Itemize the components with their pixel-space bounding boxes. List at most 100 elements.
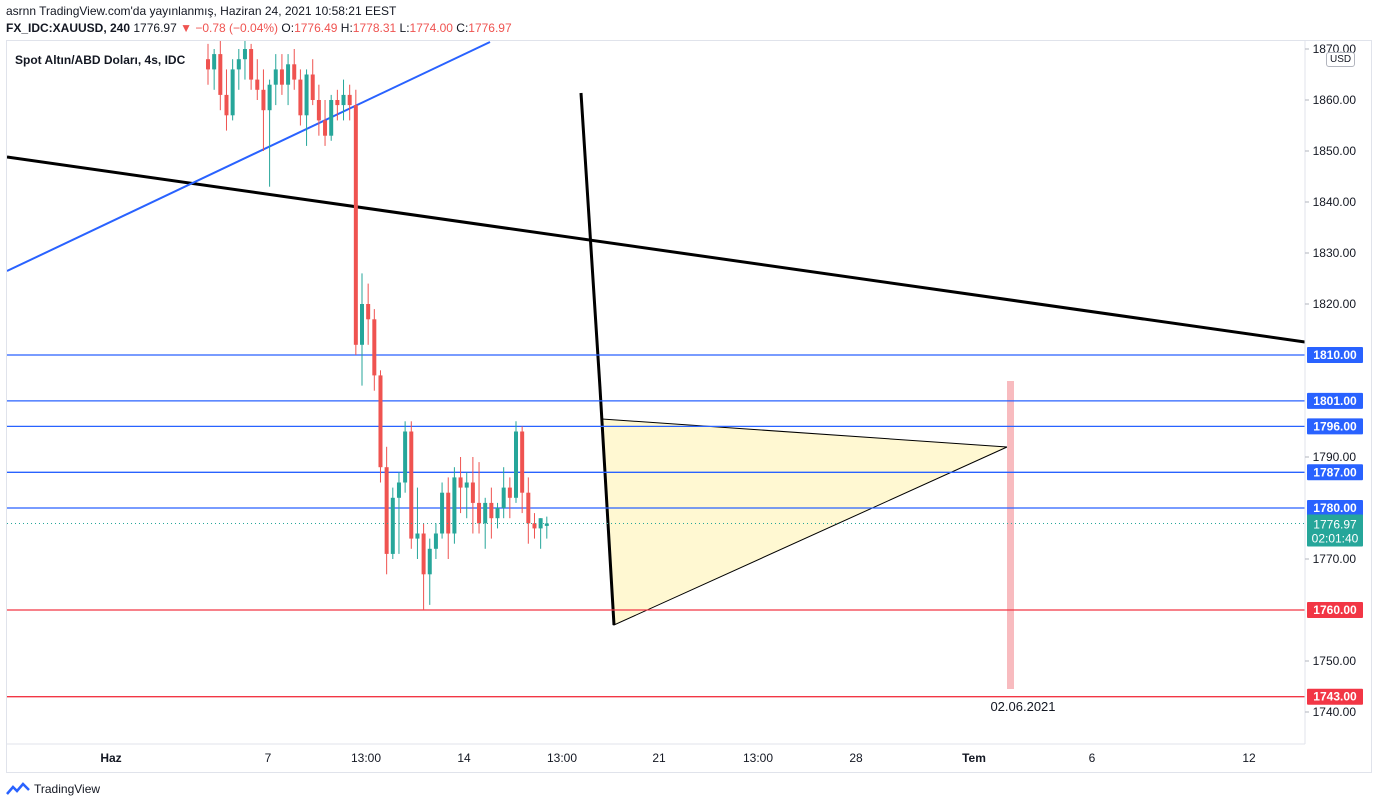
candle-body (501, 487, 506, 508)
plot-area (7, 41, 1305, 698)
close-label: C: (456, 21, 469, 35)
candle (520, 426, 525, 514)
candle-body (427, 548, 432, 575)
level-price-label: 1760.00 (1313, 603, 1357, 617)
candle-body (242, 49, 247, 60)
x-tick-label: 13:00 (743, 751, 773, 765)
candle-body (470, 482, 475, 503)
level-price-badge (1307, 392, 1363, 409)
candle (433, 523, 438, 559)
chart-legend-title[interactable]: Spot Altın/ABD Doları, 4s, IDC (15, 53, 186, 67)
candle-body (353, 105, 358, 345)
level-price-label: 1743.00 (1313, 690, 1357, 704)
candle (279, 54, 284, 95)
candle (403, 421, 408, 493)
candle (273, 54, 278, 106)
candle-body (267, 84, 272, 111)
candle (483, 497, 488, 549)
candle-body (495, 508, 500, 519)
candle-body (446, 492, 451, 534)
candle (261, 69, 266, 151)
y-tick-label: 1840.00 (1313, 195, 1357, 209)
level-price-label: 1796.00 (1313, 419, 1357, 433)
x-tick-label: 12 (1242, 751, 1256, 765)
candle (440, 482, 445, 539)
candle-body (396, 482, 401, 498)
candle-body (273, 69, 278, 85)
triangle-pattern (601, 418, 1008, 626)
candle-body (286, 64, 291, 85)
high-label: H: (340, 21, 353, 35)
candle (304, 69, 309, 146)
low-label: L: (399, 21, 410, 35)
y-tick-label: 1820.00 (1313, 297, 1357, 311)
candle-body (212, 54, 217, 70)
candle (378, 370, 383, 483)
candle-body (526, 492, 531, 524)
candle-body (236, 59, 241, 70)
publish-info: asrnn TradingView.com'da yayınlanmış, Ha… (6, 4, 397, 18)
y-tick-label: 1850.00 (1313, 144, 1357, 158)
candle-body (329, 100, 334, 136)
candle-body (421, 533, 426, 575)
date-annotation: 02.06.2021 (990, 699, 1055, 714)
y-tick-label: 1750.00 (1313, 654, 1357, 668)
footer-brand[interactable]: TradingView (34, 782, 101, 796)
chart-frame[interactable] (6, 40, 1372, 773)
countdown-label: 02:01:40 (1312, 531, 1359, 545)
last-price: 1776.97 (133, 21, 177, 35)
y-tick-label: 1740.00 (1313, 705, 1357, 719)
candle (544, 516, 549, 539)
x-tick-label: 13:00 (351, 751, 381, 765)
candle (489, 487, 494, 539)
tradingview-logo-icon (6, 782, 30, 795)
candle (514, 421, 518, 503)
candle-body (316, 100, 321, 121)
candle-body (218, 54, 223, 95)
candle (360, 273, 364, 386)
candle-body (433, 533, 438, 549)
candle-body (440, 492, 445, 534)
candle (323, 100, 328, 146)
x-tick-label: 14 (457, 751, 471, 765)
candle-body (483, 502, 488, 524)
candle-body (464, 482, 469, 488)
candle-body (206, 59, 210, 70)
candle-body (390, 497, 395, 554)
x-tick-label: 28 (849, 751, 863, 765)
projection-bar (1007, 381, 1014, 689)
candle (507, 477, 512, 519)
candle-body (378, 375, 383, 468)
symbol-label[interactable]: FX_IDC:XAUUSD, 240 (6, 21, 131, 35)
candle (470, 457, 475, 534)
candle (249, 43, 254, 90)
level-price-label: 1787.00 (1313, 465, 1357, 479)
footer: TradingView (6, 782, 100, 796)
y-tick-label: 1790.00 (1313, 450, 1357, 464)
candle (218, 41, 223, 111)
currency-badge[interactable]: USD (1326, 52, 1356, 67)
x-tick-label: 6 (1089, 751, 1096, 765)
candle-body (520, 431, 525, 493)
level-price-badge (1307, 464, 1363, 481)
candle-body (538, 518, 543, 529)
candle (396, 472, 401, 554)
candle-body (224, 94, 229, 116)
open-value: 1776.49 (294, 21, 338, 35)
candle (446, 477, 451, 559)
candle-body (292, 64, 297, 80)
candle-body (452, 477, 457, 534)
current-price-label: 1776.97 (1313, 517, 1357, 531)
candle-body (230, 69, 235, 116)
open-label: O: (281, 21, 295, 35)
candle (372, 309, 377, 391)
candle (415, 487, 420, 559)
candle-body (335, 100, 340, 106)
candle-body (279, 69, 284, 85)
candle-body (403, 431, 408, 483)
candle-body (341, 94, 346, 106)
candle (329, 94, 334, 141)
candle (255, 59, 260, 100)
level-price-badge (1307, 602, 1363, 618)
